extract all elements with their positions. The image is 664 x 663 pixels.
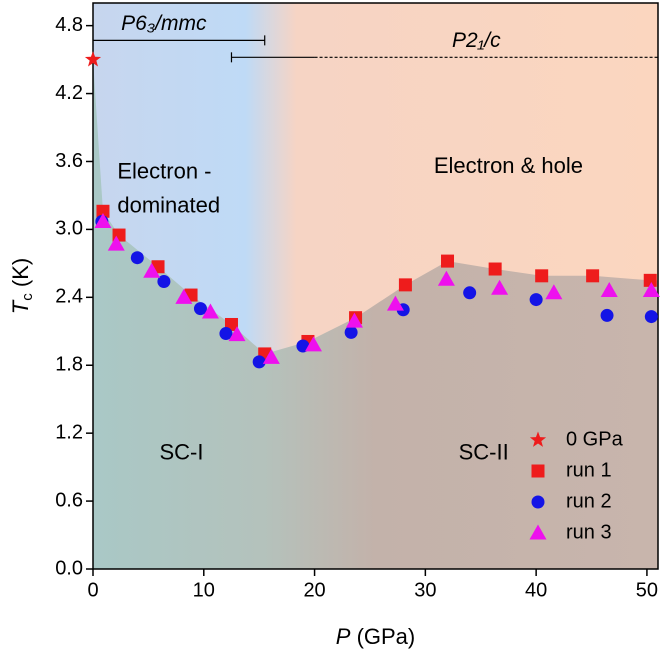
phase-label: P2₁/c	[452, 29, 501, 52]
legend-label: 0 GPa	[566, 428, 624, 450]
x-tick-label: 10	[193, 579, 215, 601]
x-axis-label: P (GPa)	[336, 624, 416, 649]
legend-label: run 2	[566, 490, 612, 512]
x-tick-label: 50	[636, 579, 658, 601]
x-tick-label: 40	[525, 579, 547, 601]
legend-marker	[531, 495, 545, 509]
plot-frame	[92, 2, 659, 570]
y-tick-label: 0.6	[55, 489, 83, 511]
marker-star	[84, 51, 102, 67]
marker-square	[488, 262, 502, 276]
x-tick-label: 0	[87, 579, 98, 601]
y-tick-label: 1.8	[55, 354, 83, 376]
y-tick-label: 4.8	[55, 14, 83, 36]
legend-label: run 3	[566, 521, 612, 543]
y-label-unit: (K)	[8, 258, 33, 293]
x-tick-label: 30	[414, 579, 436, 601]
marker-square	[441, 254, 455, 268]
marker-circle	[463, 286, 477, 300]
marker-triangle	[228, 326, 246, 342]
y-tick-label: 3.0	[55, 218, 83, 240]
marker-triangle	[262, 348, 280, 364]
marker-triangle	[304, 336, 322, 352]
annotation: dominated	[117, 193, 220, 218]
annotation: Electron -	[117, 159, 211, 184]
marker-circle	[219, 327, 233, 341]
annotation: SC-II	[459, 439, 509, 464]
y-tick-label: 1.2	[55, 421, 83, 443]
marker-triangle	[545, 284, 563, 300]
marker-triangle	[94, 212, 112, 228]
x-label-symbol: P	[336, 624, 351, 649]
marker-circle	[193, 302, 207, 316]
y-tick-label: 4.2	[55, 82, 83, 104]
marker-circle	[157, 274, 171, 288]
annotation: Electron & hole	[434, 153, 583, 178]
legend-marker	[529, 431, 547, 447]
x-tick-label: 20	[303, 579, 325, 601]
marker-square	[643, 273, 657, 287]
y-label-subscript: c	[19, 293, 36, 301]
marker-triangle	[201, 303, 219, 319]
phase-label: P6₃/mmc	[121, 12, 207, 35]
marker-triangle	[175, 288, 193, 304]
marker-circle	[644, 310, 658, 324]
marker-square	[398, 278, 412, 292]
sc-region	[93, 59, 658, 569]
marker-triangle	[437, 270, 455, 286]
marker-triangle	[345, 312, 363, 328]
marker-circle	[252, 355, 266, 369]
marker-square	[535, 269, 549, 283]
marker-triangle	[107, 235, 125, 251]
marker-circle	[600, 308, 614, 322]
y-tick-label: 3.6	[55, 150, 83, 172]
marker-circle	[344, 325, 358, 339]
legend-label: run 1	[566, 459, 612, 481]
marker-square	[96, 204, 110, 218]
marker-triangle	[143, 262, 161, 278]
marker-triangle	[600, 282, 618, 298]
marker-square	[586, 269, 600, 283]
y-tick-label: 0.0	[55, 557, 83, 579]
marker-triangle	[491, 279, 509, 295]
y-tick-label: 2.4	[55, 286, 83, 308]
marker-circle	[130, 251, 144, 265]
marker-circle	[529, 293, 543, 307]
y-axis-label: Tc (K)	[8, 258, 36, 314]
marker-triangle	[386, 295, 404, 311]
annotation: SC-I	[159, 439, 203, 464]
x-label-unit: (GPa)	[357, 624, 416, 649]
y-label-symbol: T	[8, 299, 33, 314]
legend-marker	[531, 464, 545, 478]
legend-marker	[529, 524, 547, 540]
marker-triangle	[642, 282, 660, 298]
